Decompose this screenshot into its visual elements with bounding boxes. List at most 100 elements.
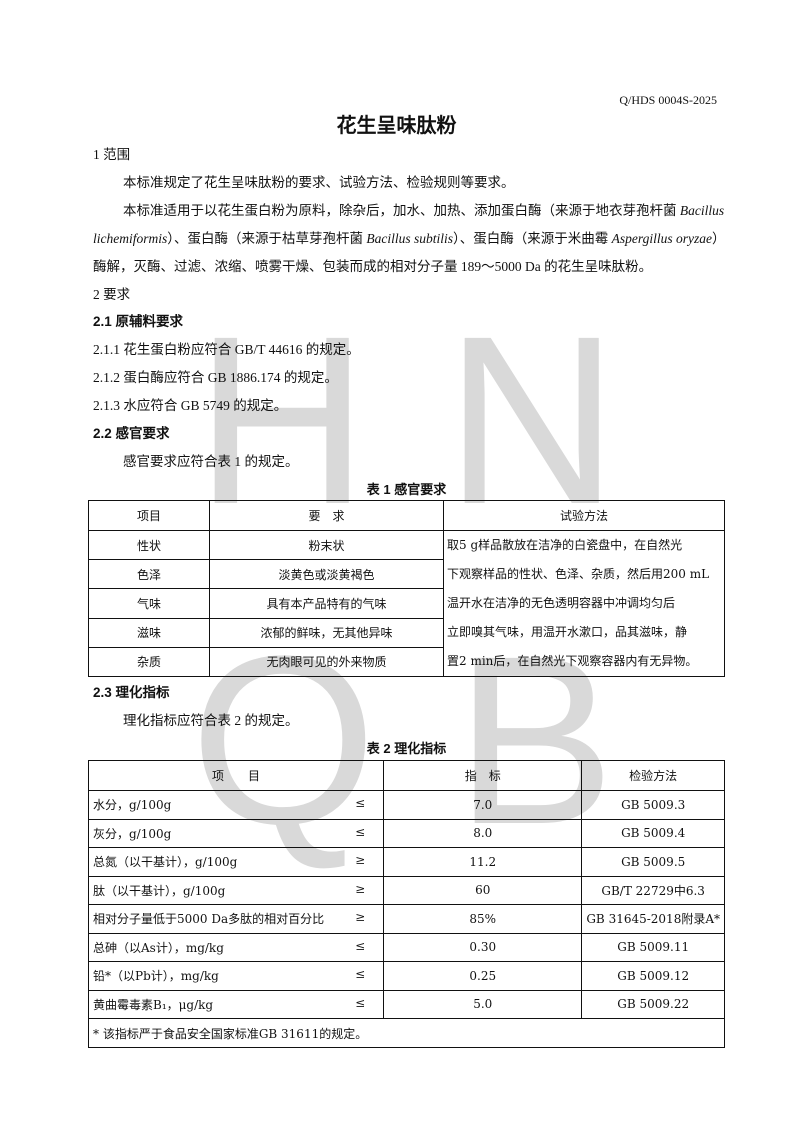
cell: 无肉眼可见的外来物质	[209, 646, 444, 678]
text: Aspergillus oryzae	[611, 231, 713, 246]
item-cell: 灰分，g/100g ≤	[87, 818, 385, 848]
text: ）、蛋白酶（来源于枯草芽孢杆菌	[167, 231, 367, 246]
method-cell: GB 5009.22	[581, 989, 725, 1019]
text: Bacillus	[679, 203, 725, 218]
operator: ≤	[355, 995, 366, 1010]
table-row: 色泽 淡黄色或淡黄褐色	[88, 559, 725, 590]
value-cell: 0.30	[383, 932, 583, 962]
section-heading: 2.2 感官要求	[93, 426, 170, 441]
method-cell: 取5 g样品散放在洁净的白瓷盘中，在自然光下观察样品的性状、色泽、杂质，然后用2…	[443, 530, 725, 677]
text: 置2 min后，在自然光下观察容器内有无异物。	[447, 654, 698, 668]
paragraph: lichemiformis）、蛋白酶（来源于枯草芽孢杆菌 Bacillus su…	[93, 229, 793, 257]
item-cell: 总砷（以As计），mg/kg ≤	[87, 932, 385, 962]
table-row: 相对分子量低于5000 Da多肽的相对百分比 ≥85% GB 31645-2018附…	[87, 904, 725, 934]
list-item: 2.1.3 水应符合 GB 5749 的规定。	[93, 398, 288, 413]
operator: ≤	[355, 824, 366, 839]
operator: ≥	[355, 881, 366, 896]
method-cell: GB 5009.3	[581, 790, 725, 820]
cell: 具有本产品特有的气味	[209, 588, 444, 619]
table-row: 水分，g/100g ≤7.0 GB 5009.3	[87, 790, 725, 820]
method-cell: GB 5009.12	[581, 961, 725, 991]
table-row: 灰分，g/100g ≤8.0 GB 5009.4	[87, 818, 725, 848]
value-cell: 60	[383, 875, 583, 905]
method-cell: GB 5009.5	[581, 847, 725, 877]
paragraph: 感官要求应符合表 1 的规定。	[123, 454, 299, 469]
text: lichemiformis	[93, 231, 168, 246]
value-cell: 85%	[383, 904, 583, 934]
list-item: 2.1.1 花生蛋白粉应符合 GB/T 44616 的规定。	[93, 342, 360, 357]
table-caption: 表 2 理化指标	[366, 741, 447, 756]
table-header: 项目	[88, 500, 210, 531]
text: ）、蛋白酶（来源于米曲霉	[453, 231, 612, 246]
cell: 气味	[88, 588, 210, 619]
cell: 粉末状	[209, 529, 444, 561]
table-row: 铅*（以Pb计），mg/kg ≤0.25 GB 5009.12	[87, 961, 725, 991]
method-cell: GB/T 22729中6.3	[581, 875, 725, 905]
item-name: 相对分子量低于5000 Da多肽的相对百分比	[93, 912, 325, 927]
operator: ≥	[355, 853, 366, 868]
table-row: 总砷（以As计），mg/kg ≤0.30 GB 5009.11	[87, 932, 725, 962]
item-name: 水分，g/100g	[93, 798, 172, 813]
physicochemical-table: 项 目指 标检验方法 水分，g/100g ≤7.0 GB 5009.3 灰分，g/10…	[87, 760, 725, 1048]
cell: 杂质	[88, 646, 210, 678]
table-row: 性状 粉末状 取5 g样品散放在洁净的白瓷盘中，在自然光下观察样品的性状、色泽、杂…	[88, 529, 725, 677]
text: 下观察样品的性状、色泽、杂质，然后用200 mL	[447, 567, 710, 581]
item-name: 总砷（以As计），mg/kg	[93, 940, 224, 955]
value-cell: 5.0	[383, 989, 583, 1019]
item-name: 黄曲霉毒素B₁，μg/kg	[93, 997, 214, 1012]
table-row: 杂质 无肉眼可见的外来物质	[88, 646, 725, 678]
cell: 色泽	[88, 559, 210, 590]
page-title: 花生呈味肽粉	[336, 115, 457, 137]
cell: 淡黄色或淡黄褐色	[209, 559, 444, 590]
text: 本标准适用于以花生蛋白粉为原料，除杂后，加水、加热、添加蛋白酶（来源于地衣芽孢杆…	[123, 203, 680, 218]
method-cell: GB 31645-2018附录A*	[581, 904, 725, 934]
section-heading: 1 范围	[93, 147, 131, 162]
list-item: 2.1.2 蛋白酶应符合 GB 1886.174 的规定。	[93, 370, 338, 385]
item-name: 总氮（以干基计），g/100g	[93, 855, 238, 870]
item-name: 铅*（以Pb计），mg/kg	[93, 969, 219, 984]
table-row: 气味 具有本产品特有的气味	[88, 588, 725, 619]
cell: 浓郁的鲜味，无其他异味	[209, 617, 444, 648]
table-header: 检验方法	[581, 760, 725, 791]
section-heading: 2.1 原辅料要求	[93, 314, 184, 329]
item-cell: 铅*（以Pb计），mg/kg ≤	[87, 961, 385, 991]
text: ）	[712, 231, 726, 246]
value-cell: 0.25	[383, 961, 583, 991]
operator: ≤	[355, 796, 366, 811]
cell: 性状	[88, 529, 210, 561]
item-cell: 总氮（以干基计），g/100g ≥	[87, 847, 385, 877]
item-cell: 水分，g/100g ≤	[87, 790, 385, 820]
paragraph: 本标准规定了花生呈味肽粉的要求、试验方法、检验规则等要求。	[123, 175, 515, 190]
table-row: 肽（以干基计），g/100g ≥60 GB/T 22729中6.3	[87, 875, 725, 905]
operator: ≤	[355, 938, 366, 953]
item-cell: 黄曲霉毒素B₁，μg/kg ≤	[87, 989, 385, 1019]
cell: 滋味	[88, 617, 210, 648]
table-header: 指 标	[383, 760, 583, 791]
text: 立即嗅其气味，用温开水漱口，品其滋味，静	[447, 625, 688, 639]
method-cell: GB 5009.4	[581, 818, 725, 848]
table-header: 试验方法	[443, 500, 725, 531]
table-header: 项 目	[87, 760, 385, 791]
value-cell: 8.0	[383, 818, 583, 848]
value-cell: 11.2	[383, 847, 583, 877]
value-cell: 7.0	[383, 790, 583, 820]
text: 取5 g样品散放在洁净的白瓷盘中，在自然光	[447, 538, 683, 552]
operator: ≥	[355, 910, 366, 925]
sensory-table: 项目要 求试验方法 性状 粉末状 取5 g样品散放在洁净的白瓷盘中，在自然光下观察…	[88, 500, 725, 678]
paragraph: 酶解，灭酶、过滤、浓缩、喷雾干燥、包装而成的相对分子量 189～5000 Da …	[93, 259, 653, 274]
paragraph: 理化指标应符合表 2 的规定。	[123, 713, 299, 728]
item-cell: 相对分子量低于5000 Da多肽的相对百分比 ≥	[87, 904, 385, 934]
section-heading: 2 要求	[93, 287, 131, 302]
standard-code: Q/HDS 0004S-2025	[619, 93, 717, 107]
paragraph: 本标准适用于以花生蛋白粉为原料，除杂后，加水、加热、添加蛋白酶（来源于地衣芽孢杆…	[123, 201, 793, 229]
table-row: 滋味 浓郁的鲜味，无其他异味	[88, 617, 725, 648]
method-cell: GB 5009.11	[581, 932, 725, 962]
table-row: 总氮（以干基计），g/100g ≥11.2 GB 5009.5	[87, 847, 725, 877]
table-header: 要 求	[209, 500, 444, 531]
item-name: 灰分，g/100g	[93, 826, 172, 841]
text: 温开水在洁净的无色透明容器中冲调均匀后	[447, 596, 676, 610]
section-heading: 2.3 理化指标	[93, 685, 170, 700]
table-footnote: * 该指标严于食品安全国家标准GB 31611的规定。	[88, 1018, 725, 1048]
operator: ≤	[355, 967, 366, 982]
